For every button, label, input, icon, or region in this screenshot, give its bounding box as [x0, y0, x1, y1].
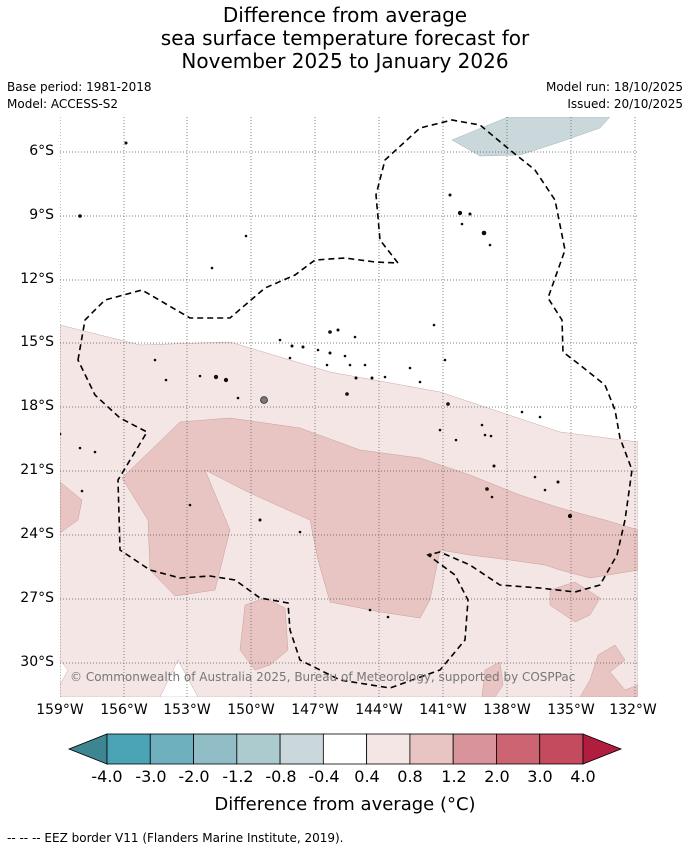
lat-label-9s: 9°S [29, 207, 54, 223]
lon-label-138w: 138°W [483, 702, 531, 718]
colorbar-box [106, 733, 151, 765]
colorbar-tick: 4.0 [570, 767, 596, 786]
colorbar-tick: 1.2 [441, 767, 467, 786]
lat-label-12s: 12°S [20, 271, 54, 287]
colorbar-box [149, 733, 194, 765]
title-line-2: sea surface temperature forecast for [160, 26, 530, 50]
lon-label-156w: 156°W [100, 702, 148, 718]
gridlines [60, 117, 638, 697]
colorbar-box [279, 733, 324, 765]
meta-right: Model run: 18/10/2025 Issued: 20/10/2025 [546, 79, 683, 113]
colorbar-box [496, 733, 541, 765]
model-run: Model run: 18/10/2025 [545, 80, 683, 94]
colorbar-tick: -4.0 [91, 767, 123, 786]
chart-title: Difference from average sea surface temp… [0, 4, 690, 73]
map-area: © Commonwealth of Australia 2025, Bureau… [60, 117, 638, 697]
colorbar-box [539, 733, 584, 765]
colorbar-arrow-high [582, 733, 623, 765]
colorbar-box [409, 733, 454, 765]
meta-left: Base period: 1981-2018 Model: ACCESS-S2 [7, 79, 152, 113]
lon-label-144w: 144°W [355, 702, 403, 718]
colorbar-box [366, 733, 411, 765]
issued-date: Issued: 20/10/2025 [567, 97, 683, 111]
colorbar-tick: -0.4 [308, 767, 340, 786]
colorbar-box [322, 733, 368, 765]
anomaly-region-0.8-1.2-south-1 [579, 644, 638, 697]
anomaly-region-neutral [60, 659, 199, 697]
colorbar-arrow-low [67, 733, 108, 765]
colorbar-box [452, 733, 497, 765]
lon-label-150w: 150°W [227, 702, 275, 718]
lat-label-27s: 27°S [20, 590, 54, 606]
colorbar-box [193, 733, 238, 765]
anomaly-region-cool [451, 117, 611, 157]
anomaly-region-0.8-1.2-southeast [549, 581, 601, 623]
colorbar-box [236, 733, 281, 765]
colorbar-tick: 0.8 [397, 767, 423, 786]
colorbar-boxes [106, 733, 584, 765]
colorbar-tick: 0.4 [354, 767, 380, 786]
lon-label-147w: 147°W [291, 702, 339, 718]
anomaly-region-0.8-1.2-south-2 [481, 661, 504, 697]
colorbar-tick: -1.2 [222, 767, 254, 786]
colorbar-tick: -0.8 [265, 767, 297, 786]
copyright-notice: © Commonwealth of Australia 2025, Bureau… [70, 670, 575, 684]
lat-label-30s: 30°S [20, 654, 54, 670]
lat-label-21s: 21°S [20, 462, 54, 478]
colorbar-tick: -2.0 [178, 767, 210, 786]
islands [60, 141, 573, 619]
base-period: Base period: 1981-2018 [7, 80, 152, 94]
lat-label-6s: 6°S [29, 143, 54, 159]
colorbar-title: Difference from average (°C) [214, 794, 476, 815]
anomaly-region-0.8-1.2-west [60, 481, 83, 534]
lat-label-15s: 15°S [20, 334, 54, 350]
colorbar-tick: -3.0 [135, 767, 167, 786]
colorbar [67, 733, 623, 765]
title-line-1: Difference from average [222, 3, 468, 27]
lat-label-18s: 18°S [20, 398, 54, 414]
lat-label-24s: 24°S [20, 526, 54, 542]
lon-label-159w: 159°W [36, 702, 84, 718]
colorbar-tick: 2.0 [484, 767, 510, 786]
lon-label-153w: 153°W [163, 702, 211, 718]
model-name: Model: ACCESS-S2 [7, 97, 119, 111]
eez-legend: -- -- -- EEZ border V11 (Flanders Marine… [7, 831, 344, 845]
lon-label-135w: 135°W [547, 702, 595, 718]
colorbar-tick: 3.0 [527, 767, 553, 786]
title-line-3: November 2025 to January 2026 [181, 49, 509, 73]
lon-label-132w: 132°W [609, 702, 657, 718]
lon-label-141w: 141°W [419, 702, 467, 718]
